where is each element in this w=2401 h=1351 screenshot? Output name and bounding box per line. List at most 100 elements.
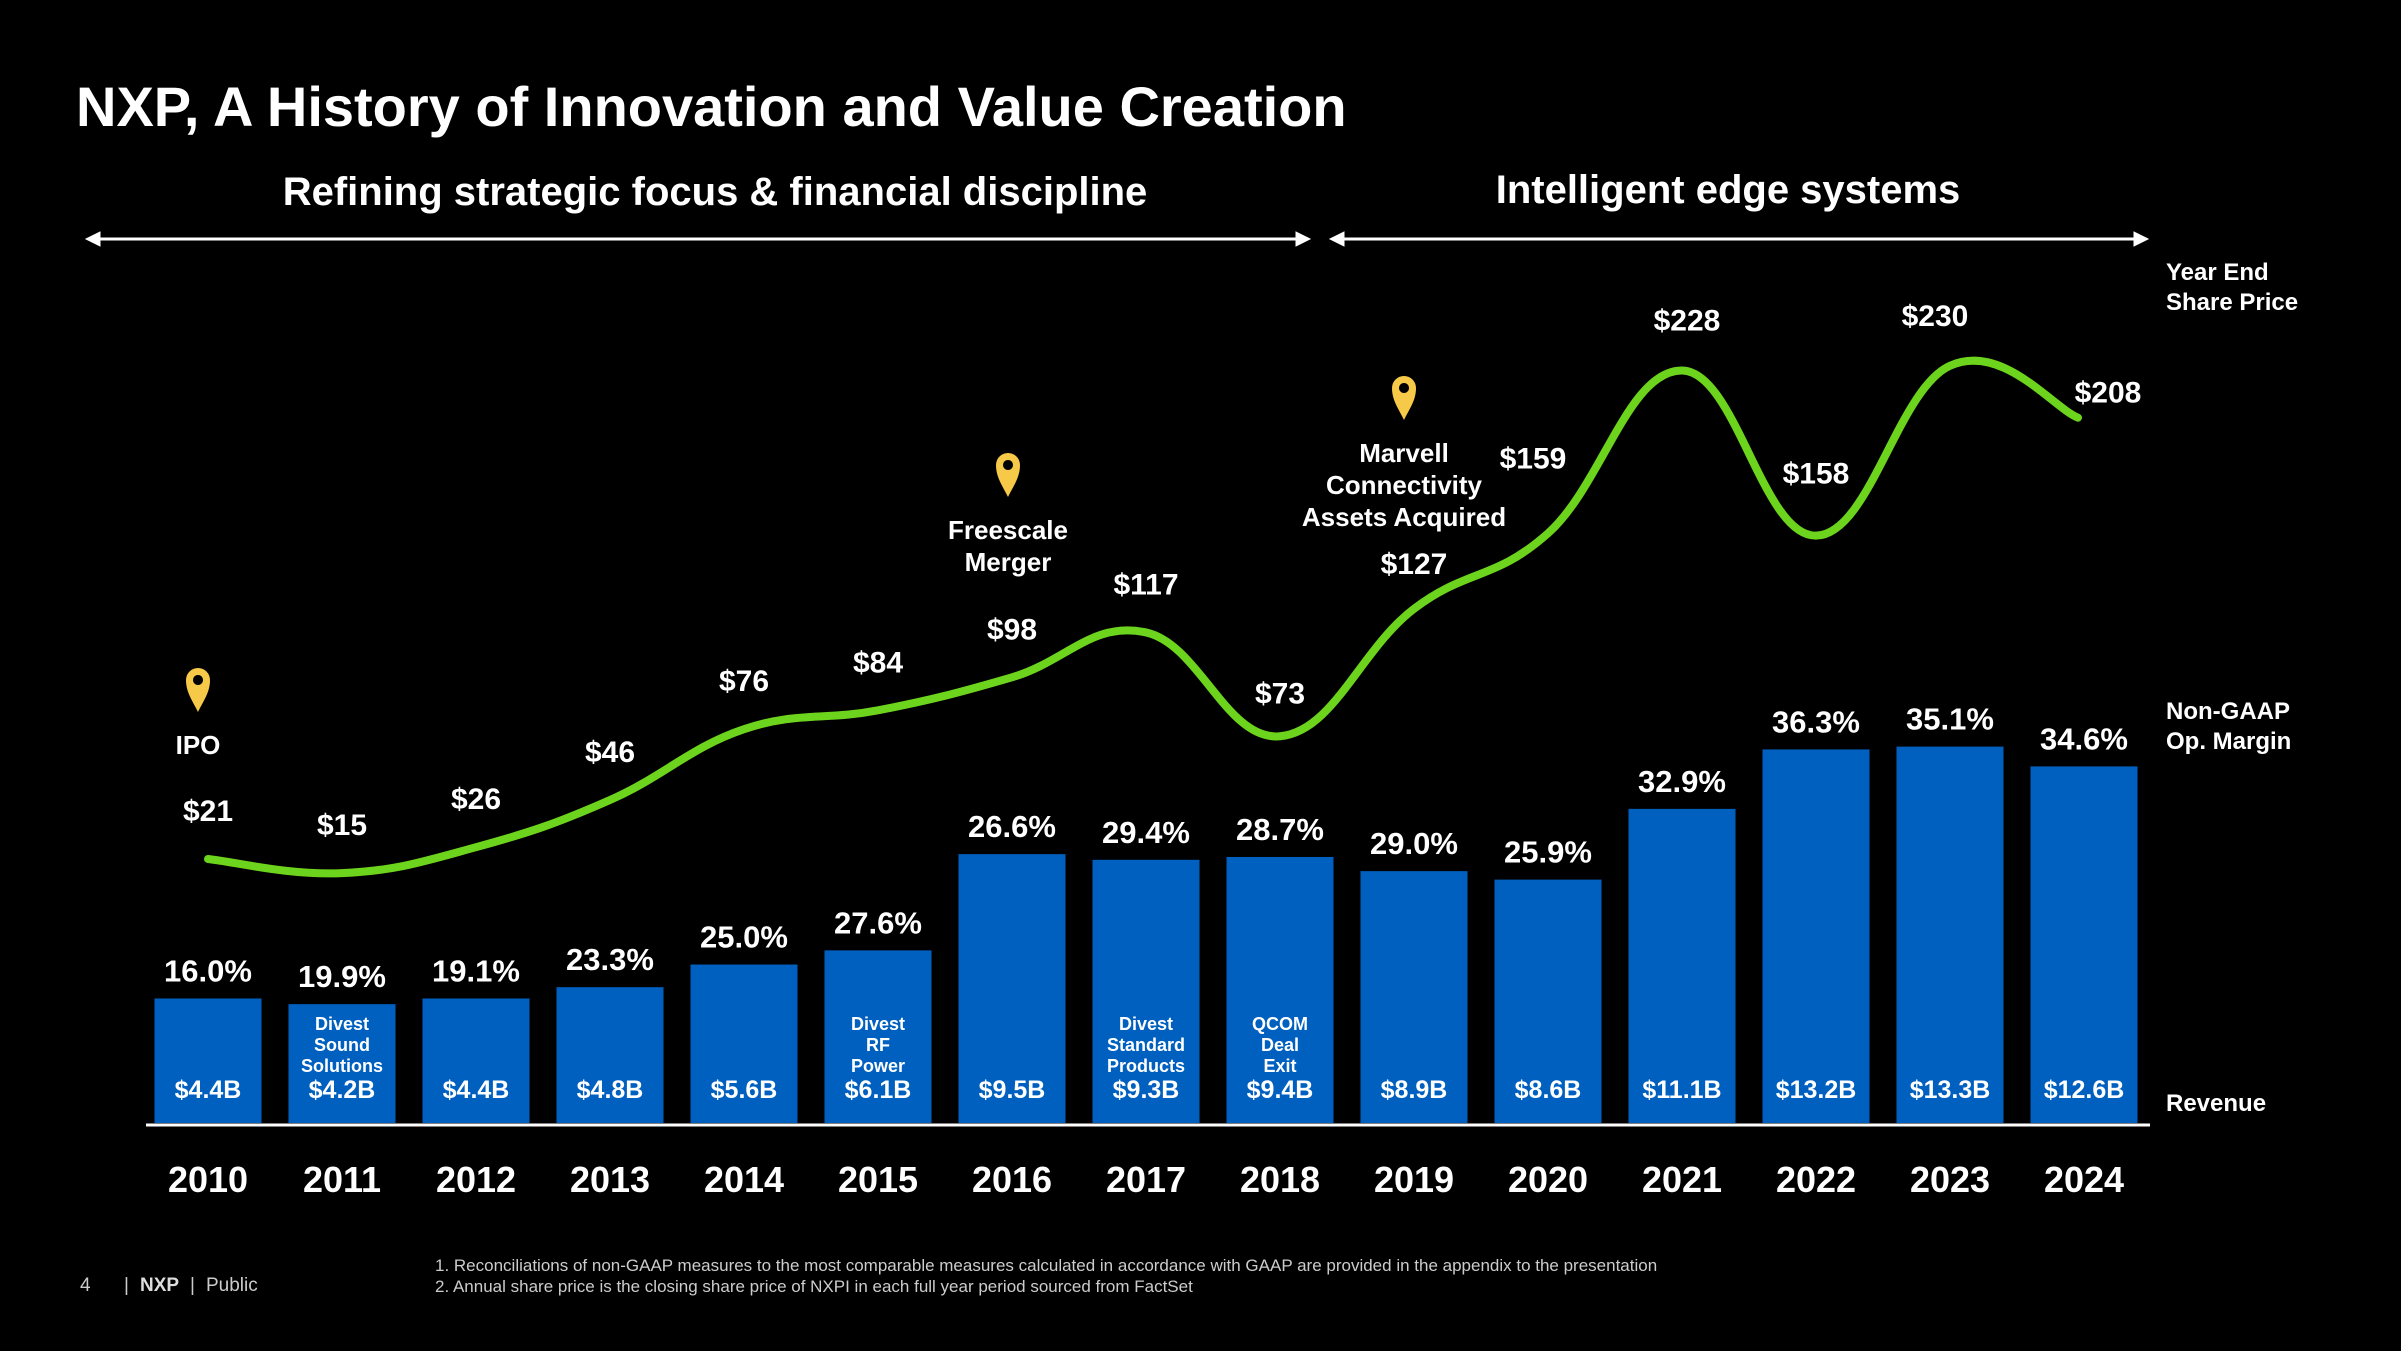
revenue-bar-2019 xyxy=(1360,871,1468,1123)
revenue-label-2023: $13.3B xyxy=(1910,1076,1991,1104)
share-price-legend: Year End Share Price xyxy=(2166,259,2298,316)
slide-title: NXP, A History of Innovation and Value C… xyxy=(76,75,1347,138)
phase-label-1: Refining strategic focus & financial dis… xyxy=(283,170,1148,214)
location-pin-icon xyxy=(1392,376,1416,420)
margin-label-2010: 16.0% xyxy=(164,953,252,988)
annotation-2019: Marvell Connectivity Assets Acquired xyxy=(1302,438,1506,532)
share-price-label-2022: $158 xyxy=(1783,458,1850,491)
revenue-label-2011: $4.2B xyxy=(309,1076,376,1104)
margin-label-2012: 19.1% xyxy=(432,953,520,988)
revenue-bar-2016 xyxy=(958,854,1066,1123)
share-price-label-2015: $84 xyxy=(853,646,903,679)
margin-label-2020: 25.9% xyxy=(1504,835,1592,870)
annotations: IPO Freescale Merger Marvell Connectivity Ass… xyxy=(176,376,1506,760)
revenue-label-2021: $11.1B xyxy=(1642,1076,1721,1104)
share-price-label-2012: $26 xyxy=(451,783,501,816)
footer-divider: | xyxy=(124,1275,129,1296)
revenue-label-2022: $13.2B xyxy=(1776,1076,1857,1104)
footer-classification: Public xyxy=(206,1275,258,1296)
revenue-bar-2020 xyxy=(1494,879,1602,1123)
bar-note-2015: Divest RF Power xyxy=(851,1014,905,1076)
revenue-label-2024: $12.6B xyxy=(2044,1076,2125,1104)
footer-brand: NXP xyxy=(140,1275,179,1296)
phase-label-2: Intelligent edge systems xyxy=(1496,168,1961,212)
share-price-label-2019: $127 xyxy=(1381,548,1448,581)
revenue-bar-2017 xyxy=(1092,859,1200,1123)
revenue-label-2017: $9.3B xyxy=(1113,1076,1180,1104)
margin-label-2023: 35.1% xyxy=(1906,702,1994,737)
revenue-bar-2012 xyxy=(422,998,530,1123)
margin-label-2016: 26.6% xyxy=(968,809,1056,844)
revenue-bar-2013 xyxy=(556,987,664,1123)
revenue-bar-2023 xyxy=(1896,746,2004,1123)
year-label-2022: 2022 xyxy=(1776,1159,1856,1200)
share-price-label-2010: $21 xyxy=(183,795,233,828)
footer-divider: | xyxy=(190,1275,195,1296)
revenue-bar-2014 xyxy=(690,964,798,1123)
share-price-label-2020: $159 xyxy=(1500,442,1567,475)
annotation-2010: IPO xyxy=(176,730,221,760)
share-price-label-2021: $228 xyxy=(1654,304,1721,337)
share-price-label-2023: $230 xyxy=(1902,300,1969,333)
revenue-bar-2021 xyxy=(1628,808,1736,1123)
year-label-2015: 2015 xyxy=(838,1159,918,1200)
revenue-label-2020: $8.6B xyxy=(1515,1076,1582,1104)
year-label-2010: 2010 xyxy=(168,1159,248,1200)
margin-legend: Non-GAAP Op. Margin xyxy=(2166,698,2296,755)
share-price-label-2016: $98 xyxy=(987,613,1037,646)
revenue-label-2018: $9.4B xyxy=(1247,1076,1314,1104)
margin-label-2017: 29.4% xyxy=(1102,815,1190,850)
revenue-bar-2018 xyxy=(1226,856,1334,1123)
revenue-bar-2011 xyxy=(288,1004,396,1123)
year-label-2024: 2024 xyxy=(2044,1159,2124,1200)
year-label-2012: 2012 xyxy=(436,1159,516,1200)
year-label-2019: 2019 xyxy=(1374,1159,1454,1200)
revenue-bar-2015 xyxy=(824,950,932,1123)
margin-label-2022: 36.3% xyxy=(1772,704,1860,739)
bar-note-2018: QCOM Deal Exit xyxy=(1252,1014,1308,1076)
revenue-bar-2024 xyxy=(2030,766,2138,1123)
year-label-2013: 2013 xyxy=(570,1159,650,1200)
location-pin-icon xyxy=(996,453,1020,497)
revenue-label-2014: $5.6B xyxy=(711,1076,778,1104)
revenue-bar-2010 xyxy=(154,998,262,1123)
margin-label-2018: 28.7% xyxy=(1236,812,1324,847)
margin-label-2011: 19.9% xyxy=(298,959,386,994)
revenue-label-2015: $6.1B xyxy=(845,1076,912,1104)
margin-label-2013: 23.3% xyxy=(566,942,654,977)
revenue-bars: $4.4B 16.0% 2010 $4.2B 19.9% 2011 $4.4B 19.1% 20… xyxy=(154,702,2138,1200)
phase-arrow-1 xyxy=(84,231,1312,247)
share-price-label-2011: $15 xyxy=(317,809,367,842)
year-label-2020: 2020 xyxy=(1508,1159,1588,1200)
footnote-1: 1. Reconciliations of non-GAAP measures … xyxy=(435,1256,1657,1275)
margin-label-2014: 25.0% xyxy=(700,920,788,955)
year-label-2011: 2011 xyxy=(303,1159,381,1200)
revenue-bar-2022 xyxy=(1762,749,1870,1123)
share-price-line: $21 $15 $26 $46 $76 $84 $98 $117 $73 $127 $159 $228… xyxy=(183,300,2142,878)
revenue-label-2013: $4.8B xyxy=(577,1076,644,1104)
revenue-label-2019: $8.9B xyxy=(1381,1076,1448,1104)
revenue-legend: Revenue xyxy=(2166,1090,2266,1117)
page-number: 4 xyxy=(80,1275,91,1296)
bar-note-2011: Divest Sound Solutions xyxy=(301,1014,383,1076)
year-label-2023: 2023 xyxy=(1910,1159,1990,1200)
margin-label-2021: 32.9% xyxy=(1638,764,1726,799)
share-price-label-2013: $46 xyxy=(585,736,635,769)
share-price-label-2024: $208 xyxy=(2075,377,2142,410)
revenue-label-2016: $9.5B xyxy=(979,1076,1046,1104)
share-price-label-2017: $117 xyxy=(1113,568,1178,601)
share-price-label-2018: $73 xyxy=(1255,677,1305,710)
share-price-curve xyxy=(204,356,2082,878)
margin-label-2015: 27.6% xyxy=(834,905,922,940)
location-pin-icon xyxy=(186,668,210,712)
year-label-2018: 2018 xyxy=(1240,1159,1320,1200)
footnote-2: 2. Annual share price is the closing sha… xyxy=(435,1277,1193,1296)
annotation-2016: Freescale Merger xyxy=(948,515,1068,577)
margin-label-2024: 34.6% xyxy=(2040,721,2128,756)
revenue-label-2012: $4.4B xyxy=(443,1076,510,1104)
year-label-2021: 2021 xyxy=(1642,1159,1722,1200)
share-price-label-2014: $76 xyxy=(719,665,769,698)
year-label-2016: 2016 xyxy=(972,1159,1052,1200)
bar-note-2017: Divest Standard Products xyxy=(1107,1014,1185,1076)
